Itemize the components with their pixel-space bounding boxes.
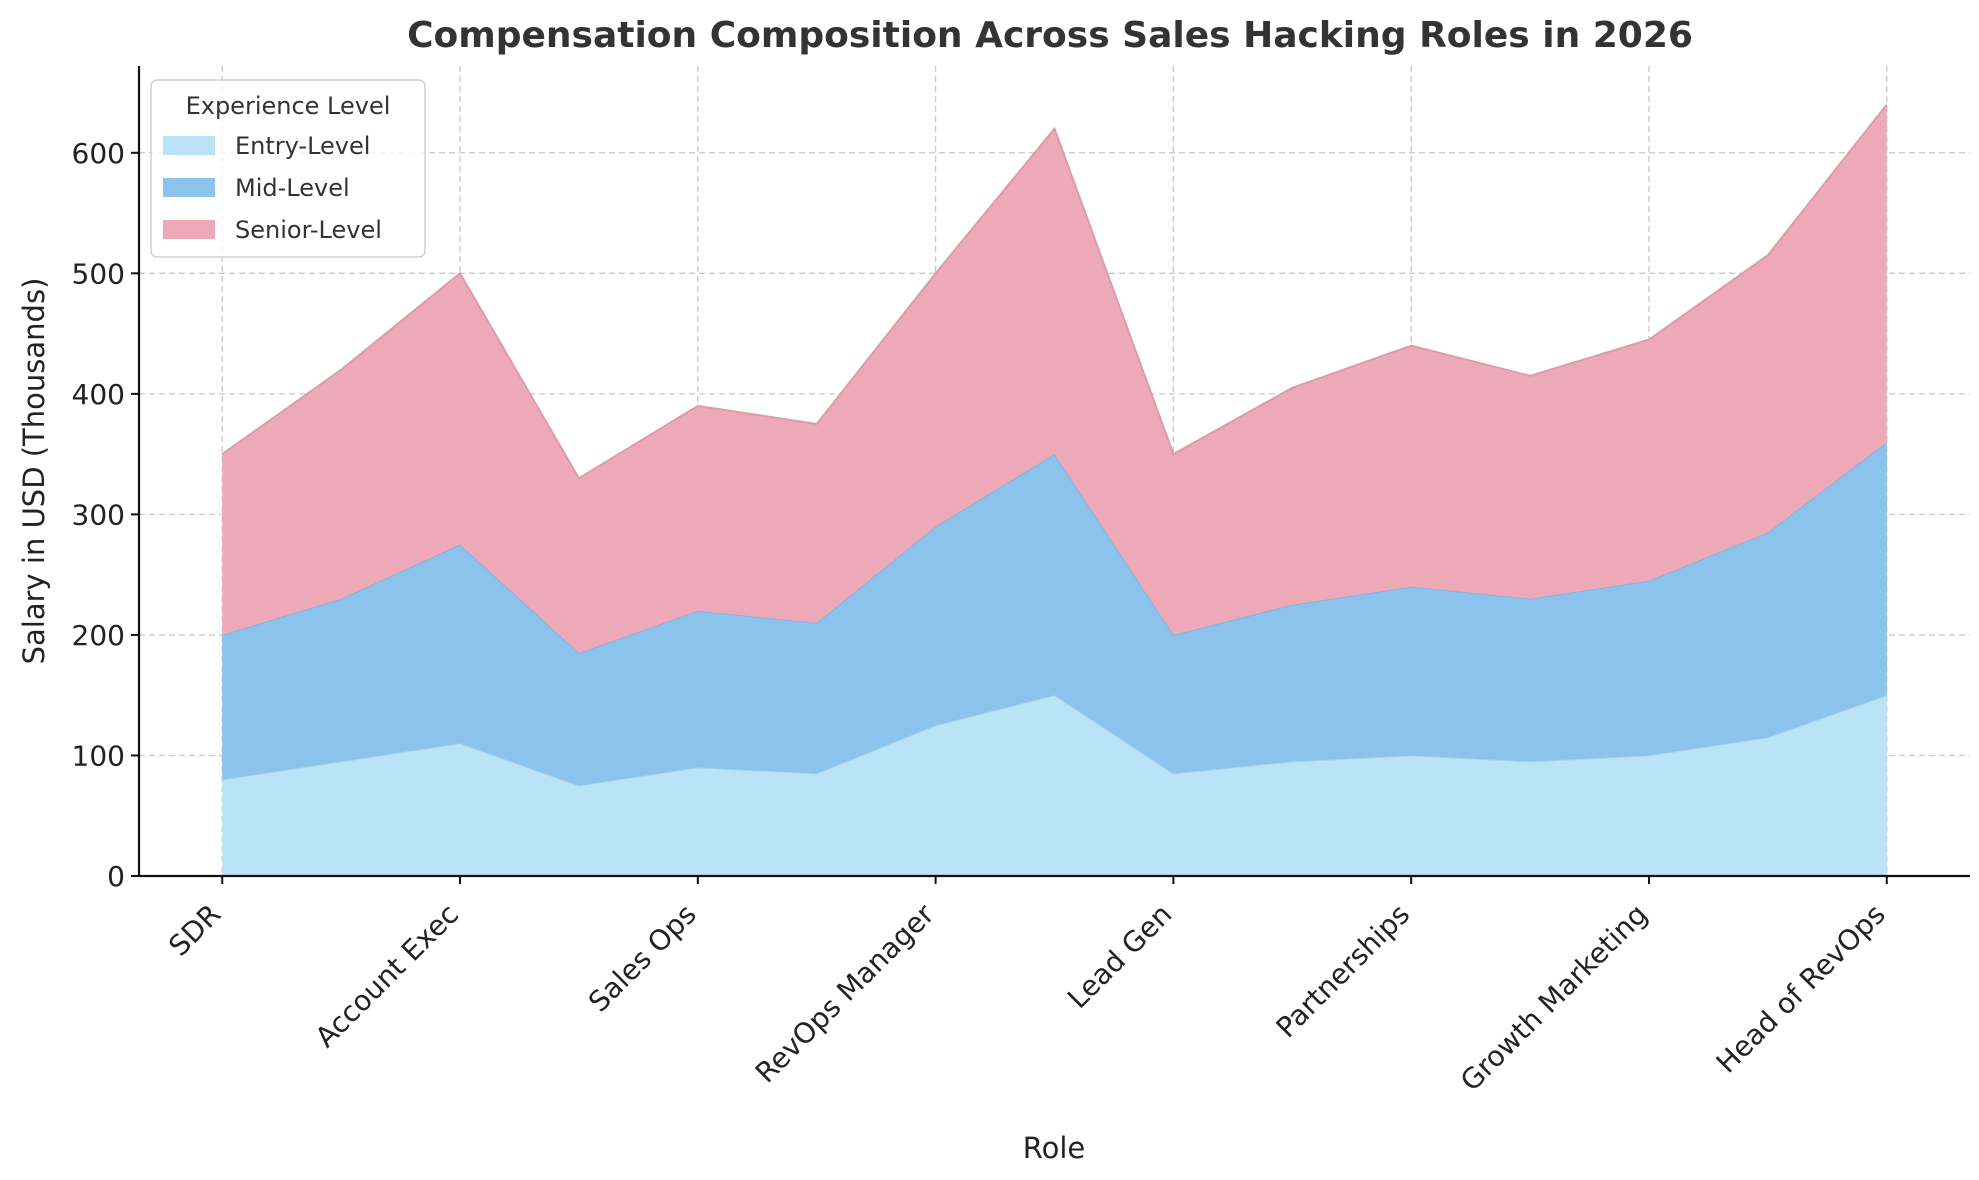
y-tick-label: 500 bbox=[72, 257, 125, 290]
area-senior-level bbox=[222, 104, 1887, 654]
area-layer bbox=[221, 103, 1888, 876]
x-tick-label: Partnerships bbox=[1270, 898, 1417, 1045]
x-tick-label: Sales Ops bbox=[582, 898, 703, 1019]
legend-swatch bbox=[163, 220, 215, 239]
x-tick-label: SDR bbox=[162, 898, 227, 963]
chart-title: Compensation Composition Across Sales Ha… bbox=[407, 15, 1693, 56]
legend-label: Mid-Level bbox=[235, 174, 350, 202]
axes bbox=[137, 66, 1970, 878]
legend-label: Entry-Level bbox=[235, 132, 370, 160]
y-axis-label: Salary in USD (Thousands) bbox=[17, 278, 51, 665]
area-entry-level bbox=[222, 695, 1887, 876]
legend-label: Senior-Level bbox=[235, 216, 382, 244]
legend-title: Experience Level bbox=[186, 92, 391, 120]
x-tick-label: Head of RevOps bbox=[1710, 898, 1892, 1080]
y-tick-label: 100 bbox=[72, 739, 125, 772]
legend-swatch bbox=[163, 178, 215, 197]
y-tick-label: 400 bbox=[72, 378, 125, 411]
x-tick-label: Lead Gen bbox=[1061, 898, 1178, 1015]
x-tick-label: Growth Marketing bbox=[1454, 898, 1654, 1098]
y-ticks: 0 100 200 300 400 500 600 bbox=[72, 137, 139, 893]
y-tick-label: 600 bbox=[72, 137, 125, 170]
y-tick-label: 300 bbox=[72, 498, 125, 531]
legend-box bbox=[150, 79, 426, 258]
legend: Experience Level Entry-Level Mid-Level Sen… bbox=[150, 79, 426, 258]
area-edge-senior-level bbox=[221, 103, 1888, 480]
legend-items: Entry-Level Mid-Level Senior-Level bbox=[163, 132, 382, 244]
area-mid-level bbox=[222, 442, 1887, 786]
y-tick-label: 200 bbox=[72, 619, 125, 652]
y-tick-label: 0 bbox=[107, 860, 125, 893]
x-axis-label: Role bbox=[1023, 1131, 1086, 1165]
x-tick-label: Account Exec bbox=[309, 898, 465, 1054]
legend-swatch bbox=[163, 136, 215, 155]
x-ticks: SDR Account Exec Sales Ops RevOps Manager Le… bbox=[162, 876, 1892, 1098]
x-tick-label: RevOps Manager bbox=[749, 897, 941, 1089]
